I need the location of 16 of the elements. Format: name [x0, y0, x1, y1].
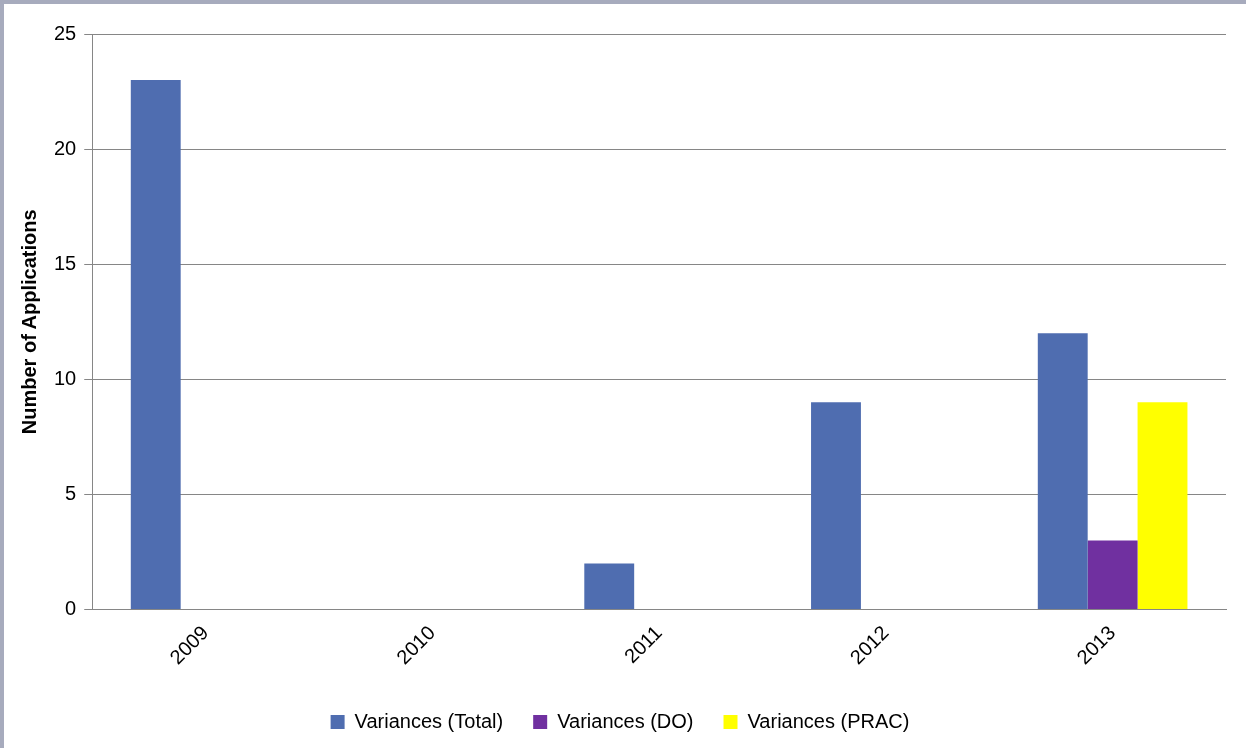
legend-label: Variances (Total) — [354, 709, 504, 732]
bar — [1087, 540, 1138, 610]
bar — [811, 402, 861, 610]
y-tick-label: 5 — [65, 481, 77, 504]
y-axis-title: Number of Applications — [17, 209, 40, 435]
bar — [1137, 402, 1188, 610]
y-tick-label: 10 — [54, 366, 77, 389]
y-tick-label: 15 — [54, 251, 77, 274]
y-tick-label: 25 — [54, 21, 77, 44]
bar — [1037, 333, 1088, 610]
legend-label: Variances (PRAC) — [747, 709, 910, 732]
y-tick-label: 0 — [65, 597, 77, 620]
legend-label: Variances (DO) — [557, 709, 694, 732]
bar — [130, 80, 181, 610]
y-tick-label: 20 — [54, 136, 77, 159]
bar — [584, 563, 635, 610]
